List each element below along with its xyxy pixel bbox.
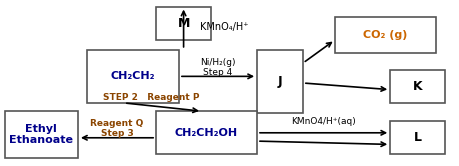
FancyBboxPatch shape xyxy=(390,70,445,103)
FancyBboxPatch shape xyxy=(156,7,211,40)
FancyBboxPatch shape xyxy=(87,50,179,103)
Text: Ethyl
Ethanoate: Ethyl Ethanoate xyxy=(9,124,73,145)
FancyBboxPatch shape xyxy=(156,111,257,154)
Text: CH₂CH₂OH: CH₂CH₂OH xyxy=(175,128,238,138)
Text: KMnO₄/H⁺: KMnO₄/H⁺ xyxy=(200,22,248,32)
Text: K: K xyxy=(413,80,422,93)
Text: L: L xyxy=(414,131,422,144)
Text: Reagent Q
Step 3: Reagent Q Step 3 xyxy=(90,119,144,138)
FancyBboxPatch shape xyxy=(335,17,436,53)
Text: CO₂ (g): CO₂ (g) xyxy=(364,30,408,40)
Text: Ni/H₂(g)
Step 4: Ni/H₂(g) Step 4 xyxy=(200,58,236,77)
Text: J: J xyxy=(278,75,282,88)
Text: STEP 2   Reagent P: STEP 2 Reagent P xyxy=(103,93,200,102)
FancyBboxPatch shape xyxy=(5,111,78,158)
Text: M: M xyxy=(178,17,190,30)
Text: CH₂CH₂: CH₂CH₂ xyxy=(111,71,155,81)
FancyBboxPatch shape xyxy=(390,121,445,154)
FancyBboxPatch shape xyxy=(257,50,303,113)
Text: KMnO4/H⁺(aq): KMnO4/H⁺(aq) xyxy=(291,117,356,126)
